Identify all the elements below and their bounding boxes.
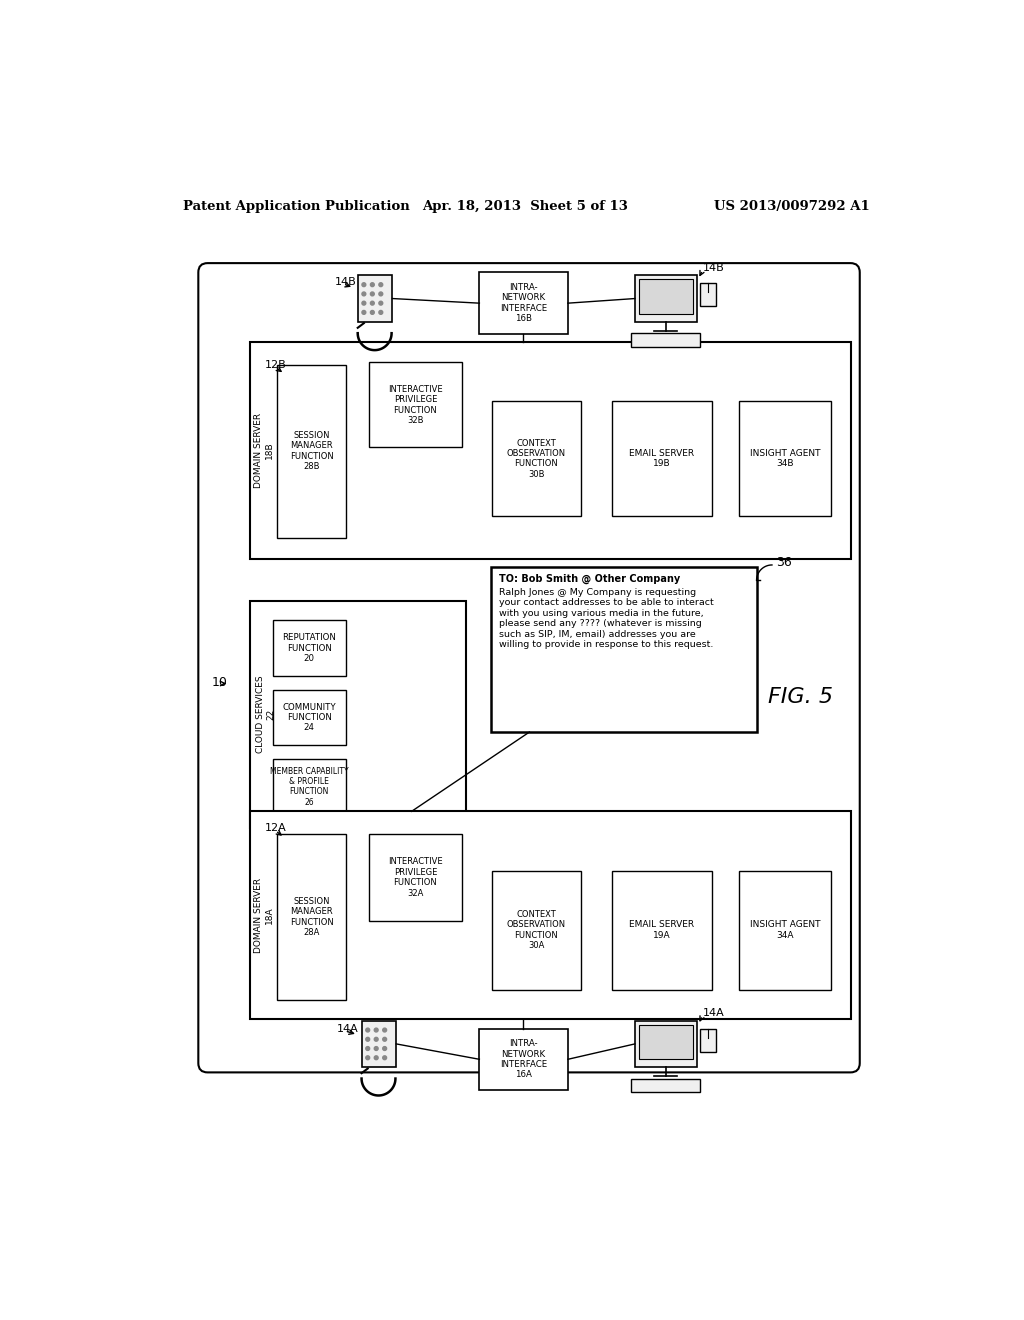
Text: COMMUNITY
FUNCTION
24: COMMUNITY FUNCTION 24 <box>283 702 336 733</box>
FancyBboxPatch shape <box>611 871 712 990</box>
FancyBboxPatch shape <box>611 401 712 516</box>
Text: INTRA-
NETWORK
INTERFACE
16A: INTRA- NETWORK INTERFACE 16A <box>500 1039 547 1080</box>
Text: CLOUD SERVICES
22: CLOUD SERVICES 22 <box>256 676 275 754</box>
FancyBboxPatch shape <box>490 566 757 733</box>
Text: 14A: 14A <box>337 1023 358 1034</box>
Circle shape <box>366 1047 370 1051</box>
Text: 36: 36 <box>776 556 792 569</box>
Circle shape <box>361 301 366 305</box>
Text: TO: Bob Smith @ Other Company: TO: Bob Smith @ Other Company <box>499 574 680 585</box>
FancyBboxPatch shape <box>276 364 346 539</box>
Text: SESSION
MANAGER
FUNCTION
28A: SESSION MANAGER FUNCTION 28A <box>290 896 334 937</box>
FancyBboxPatch shape <box>631 1078 700 1093</box>
FancyBboxPatch shape <box>357 276 392 322</box>
Text: CONTEXT
OBSERVATION
FUNCTION
30A: CONTEXT OBSERVATION FUNCTION 30A <box>507 909 566 950</box>
FancyBboxPatch shape <box>479 1028 568 1090</box>
Text: EMAIL SERVER
19A: EMAIL SERVER 19A <box>630 920 694 940</box>
Text: 14A: 14A <box>702 1008 724 1018</box>
Circle shape <box>383 1056 387 1060</box>
Circle shape <box>366 1056 370 1060</box>
Circle shape <box>366 1028 370 1032</box>
FancyBboxPatch shape <box>273 759 346 814</box>
Circle shape <box>383 1038 387 1041</box>
Circle shape <box>361 310 366 314</box>
Text: INSIGHT AGENT
34A: INSIGHT AGENT 34A <box>750 920 820 940</box>
FancyBboxPatch shape <box>273 689 346 744</box>
Circle shape <box>374 1056 378 1060</box>
FancyBboxPatch shape <box>250 342 851 558</box>
Text: 14B: 14B <box>702 263 724 273</box>
Circle shape <box>371 282 374 286</box>
Circle shape <box>361 292 366 296</box>
Circle shape <box>383 1047 387 1051</box>
Text: 14B: 14B <box>335 277 356 286</box>
FancyBboxPatch shape <box>635 1020 696 1067</box>
Text: Patent Application Publication: Patent Application Publication <box>183 199 410 213</box>
FancyBboxPatch shape <box>700 284 716 306</box>
Circle shape <box>379 292 383 296</box>
Text: 12B: 12B <box>265 360 287 370</box>
Text: DOMAIN SERVER
18A: DOMAIN SERVER 18A <box>254 878 273 953</box>
FancyBboxPatch shape <box>631 333 700 347</box>
FancyBboxPatch shape <box>361 1020 396 1067</box>
Circle shape <box>383 1028 387 1032</box>
Text: 10: 10 <box>211 676 227 689</box>
FancyBboxPatch shape <box>479 272 568 334</box>
FancyBboxPatch shape <box>250 812 851 1019</box>
Text: MEMBER CAPABILITY
& PROFILE
FUNCTION
26: MEMBER CAPABILITY & PROFILE FUNCTION 26 <box>270 767 348 807</box>
Circle shape <box>379 310 383 314</box>
Circle shape <box>379 301 383 305</box>
Circle shape <box>374 1047 378 1051</box>
Text: INTRA-
NETWORK
INTERFACE
16B: INTRA- NETWORK INTERFACE 16B <box>500 282 547 323</box>
FancyBboxPatch shape <box>273 620 346 676</box>
Text: US 2013/0097292 A1: US 2013/0097292 A1 <box>714 199 869 213</box>
Circle shape <box>374 1038 378 1041</box>
Circle shape <box>379 282 383 286</box>
FancyBboxPatch shape <box>250 601 466 829</box>
Text: REPUTATION
FUNCTION
20: REPUTATION FUNCTION 20 <box>283 634 336 663</box>
FancyBboxPatch shape <box>739 871 831 990</box>
Text: FIG. 5: FIG. 5 <box>768 688 833 708</box>
Text: EMAIL SERVER
19B: EMAIL SERVER 19B <box>630 449 694 469</box>
FancyBboxPatch shape <box>493 871 581 990</box>
FancyBboxPatch shape <box>700 1028 716 1052</box>
Text: Apr. 18, 2013  Sheet 5 of 13: Apr. 18, 2013 Sheet 5 of 13 <box>422 199 628 213</box>
FancyBboxPatch shape <box>635 276 696 322</box>
FancyBboxPatch shape <box>739 401 831 516</box>
Circle shape <box>371 301 374 305</box>
Text: Ralph Jones @ My Company is requesting
your contact addresses to be able to inte: Ralph Jones @ My Company is requesting y… <box>499 589 714 649</box>
Text: 12A: 12A <box>265 824 287 833</box>
Circle shape <box>374 1028 378 1032</box>
FancyBboxPatch shape <box>370 834 462 921</box>
FancyBboxPatch shape <box>639 1024 692 1059</box>
FancyBboxPatch shape <box>493 401 581 516</box>
Text: INSIGHT AGENT
34B: INSIGHT AGENT 34B <box>750 449 820 469</box>
Circle shape <box>371 292 374 296</box>
Text: SESSION
MANAGER
FUNCTION
28B: SESSION MANAGER FUNCTION 28B <box>290 430 334 471</box>
FancyBboxPatch shape <box>639 280 692 314</box>
FancyBboxPatch shape <box>276 834 346 1001</box>
Circle shape <box>366 1038 370 1041</box>
Text: DOMAIN SERVER
18B: DOMAIN SERVER 18B <box>254 413 273 488</box>
Text: INTERACTIVE
PRIVILEGE
FUNCTION
32A: INTERACTIVE PRIVILEGE FUNCTION 32A <box>388 858 442 898</box>
FancyBboxPatch shape <box>370 363 462 447</box>
Circle shape <box>371 310 374 314</box>
Circle shape <box>361 282 366 286</box>
Text: INTERACTIVE
PRIVILEGE
FUNCTION
32B: INTERACTIVE PRIVILEGE FUNCTION 32B <box>388 384 442 425</box>
Text: CONTEXT
OBSERVATION
FUNCTION
30B: CONTEXT OBSERVATION FUNCTION 30B <box>507 438 566 479</box>
